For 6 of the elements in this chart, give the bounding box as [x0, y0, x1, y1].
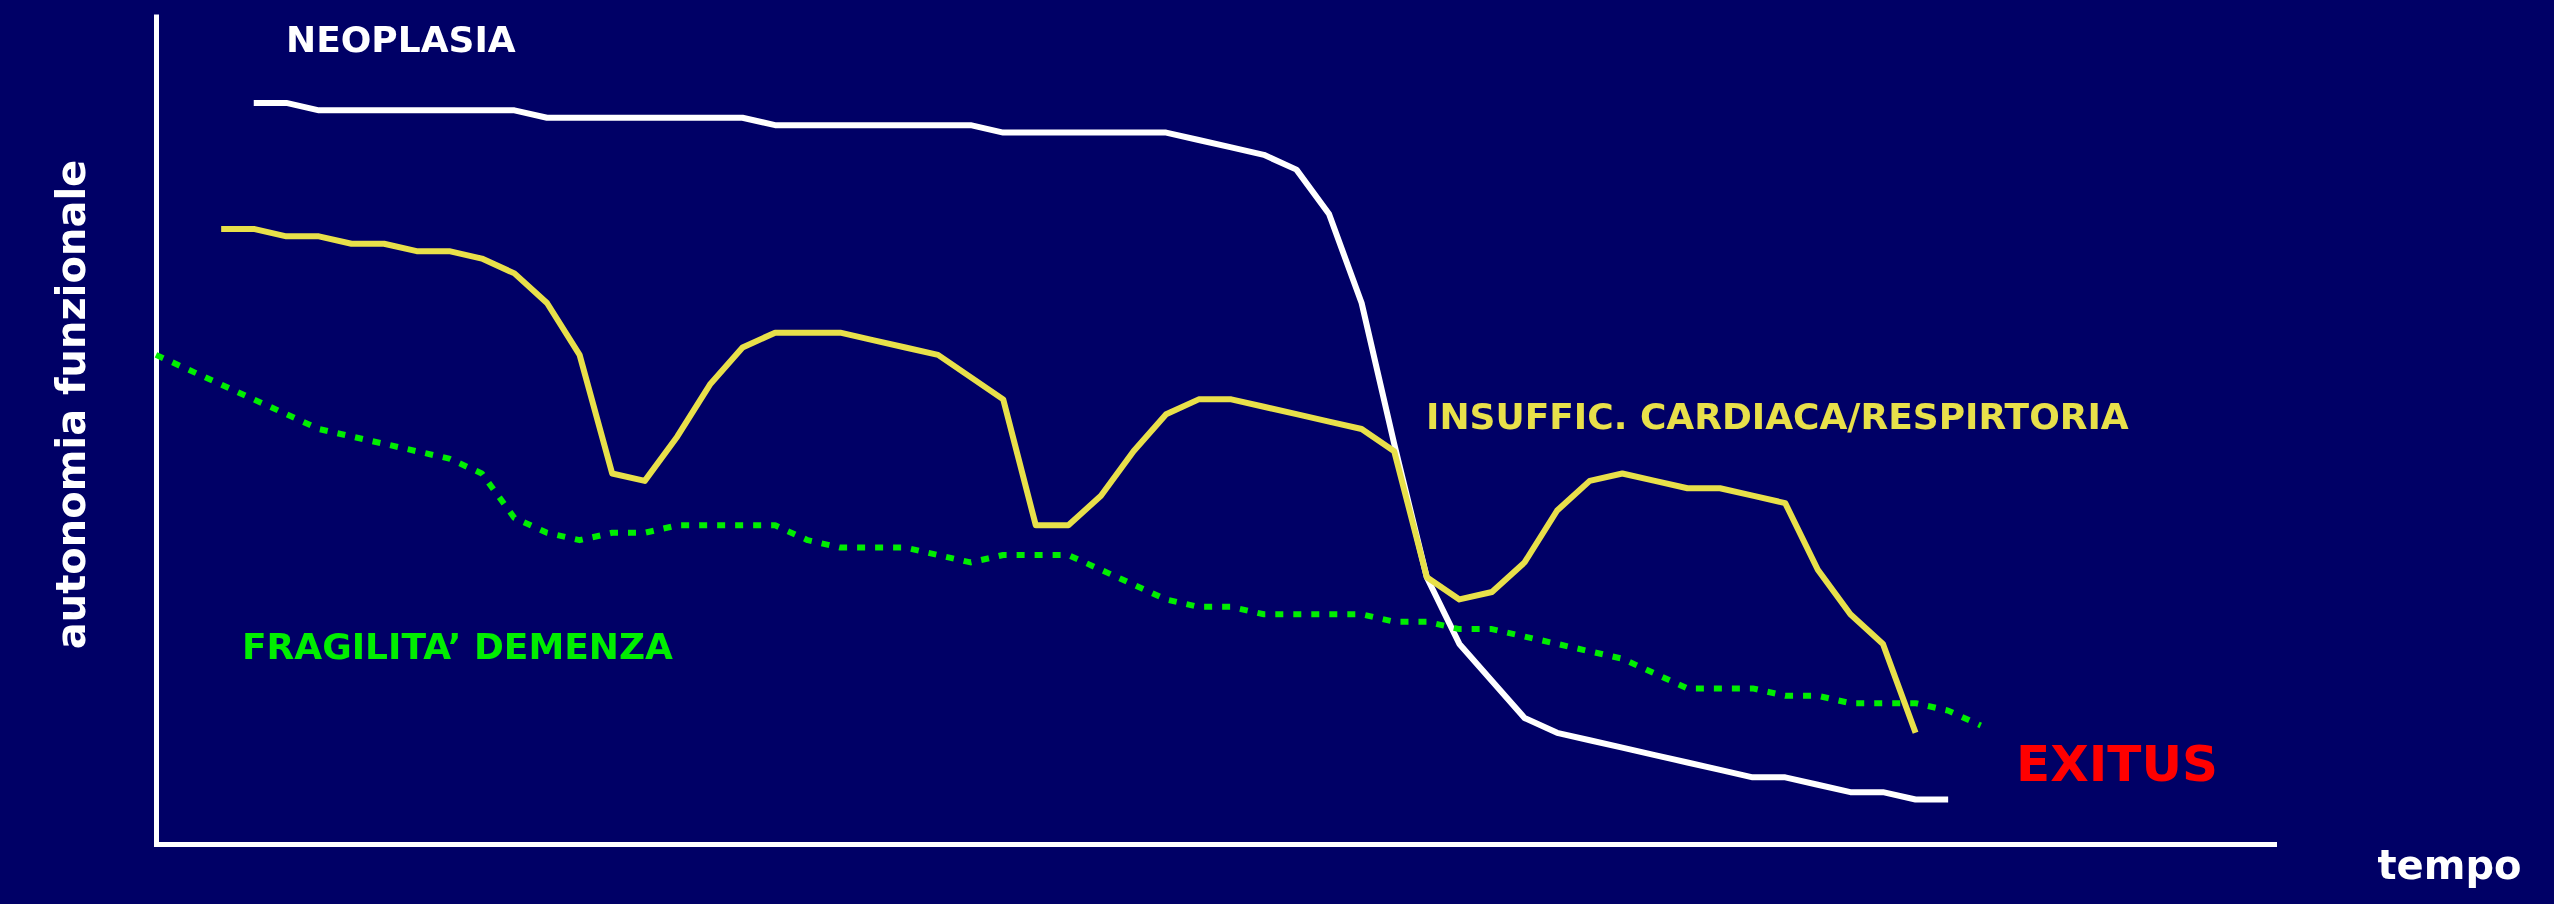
text: FRAGILITA’ DEMENZA [242, 626, 674, 667]
y-axis-title: autonomia funzionale [47, 159, 94, 650]
series-label: NEOPLASIA [286, 19, 516, 60]
x-axis-title: tempo [2377, 841, 2522, 888]
annotation: EXITUS [2016, 735, 2219, 793]
series-label: INSUFFIC. CARDIACA/RESPIRTORIA [1426, 396, 2129, 437]
